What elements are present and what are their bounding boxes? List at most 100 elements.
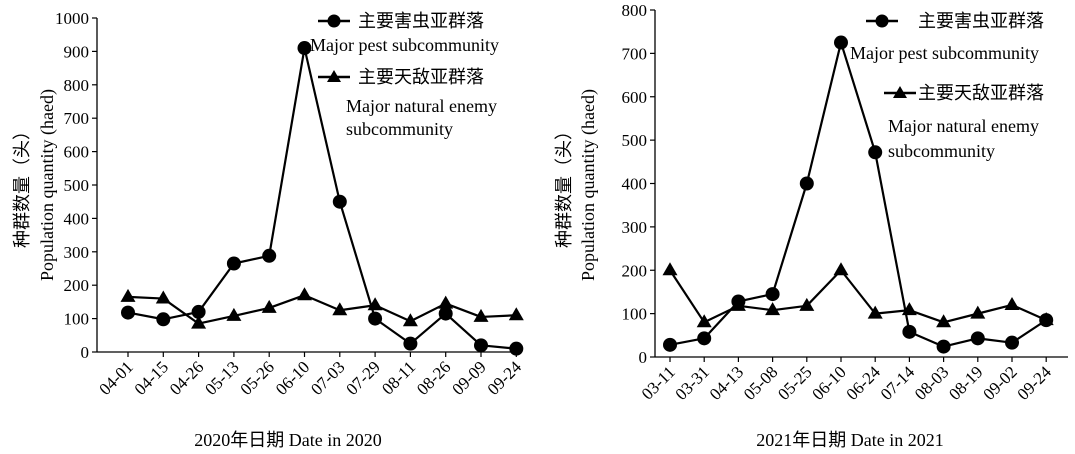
data-point-pest [474, 338, 488, 353]
data-point-pest [403, 336, 418, 351]
data-point-enemy [191, 315, 207, 329]
data-point-enemy [901, 302, 917, 316]
y-tick-label: 900 [64, 42, 90, 61]
data-point-enemy [1004, 296, 1020, 310]
y-tick-label: 800 [622, 1, 648, 20]
data-point-pest [438, 306, 453, 321]
legend-pest-label: 主要害虫亚群落 [358, 11, 484, 31]
x-tick-label: 08-19 [945, 362, 986, 403]
x-tick-label: 09-09 [448, 357, 489, 398]
data-point-enemy [297, 287, 312, 301]
data-point-enemy [261, 299, 277, 313]
data-point-pest [697, 331, 712, 346]
legend-enemy-label-en-1: Major natural enemy [346, 96, 497, 116]
legend-enemy-marker [893, 86, 907, 98]
legend-enemy-label-en-2: subcommunity [346, 119, 453, 139]
x-tick-label: 06-24 [843, 362, 885, 404]
data-point-enemy [438, 295, 454, 309]
x-tick-label: 08-03 [911, 362, 952, 403]
y-tick-label: 1000 [55, 9, 89, 28]
x-tick-label: 07-29 [342, 357, 383, 398]
data-point-pest [970, 331, 985, 346]
x-tick-label: 04-13 [706, 362, 747, 403]
data-point-pest [765, 287, 780, 302]
data-point-enemy [867, 305, 883, 319]
y-tick-label: 200 [622, 261, 648, 280]
x-tick-label: 07-14 [877, 362, 919, 404]
data-point-enemy [402, 313, 418, 327]
y-tick-label: 0 [81, 343, 90, 362]
data-point-enemy [765, 302, 781, 316]
x-tick-label: 09-24 [484, 357, 526, 399]
y-tick-label: 300 [622, 218, 648, 237]
x-tick-label: 04-01 [95, 357, 136, 398]
legend-enemy-label: 主要天敌亚群落 [358, 67, 484, 87]
y-tick-label: 300 [64, 243, 90, 262]
legend-enemy-label: 主要天敌亚群落 [918, 83, 1044, 103]
y-tick-label: 800 [64, 76, 90, 95]
data-point-pest [262, 248, 277, 263]
data-point-pest [332, 194, 347, 209]
data-point-pest [509, 341, 524, 356]
data-point-pest [663, 337, 677, 352]
data-point-enemy [473, 308, 489, 322]
y-tick-label: 0 [639, 348, 648, 367]
y-tick-label: 100 [622, 305, 648, 324]
data-point-enemy [833, 262, 849, 276]
data-point-pest [191, 304, 206, 319]
data-point-pest [902, 324, 917, 339]
x-axis-label: 2020年日期 Date in 2020 [194, 430, 381, 450]
y-tick-label: 400 [622, 175, 648, 194]
x-tick-label: 03-31 [672, 362, 713, 403]
legend-enemy-marker [327, 70, 341, 82]
x-tick-label: 07-03 [307, 357, 348, 398]
y-tick-label: 400 [64, 209, 90, 228]
data-point-enemy [799, 297, 815, 311]
data-point-enemy [155, 290, 171, 304]
data-point-pest [121, 305, 135, 320]
x-tick-label: 04-15 [131, 357, 172, 398]
data-point-enemy [662, 262, 678, 276]
data-point-pest [799, 176, 814, 191]
data-point-enemy [120, 288, 136, 302]
y-tick-label: 700 [622, 44, 648, 63]
data-point-enemy [936, 314, 952, 328]
data-point-pest [834, 35, 848, 50]
data-point-enemy [970, 305, 986, 319]
y-tick-label: 500 [64, 176, 90, 195]
y-axis-label-en: Population quantity (haed) [37, 89, 58, 281]
x-tick-label: 08-26 [413, 357, 454, 398]
y-tick-label: 200 [64, 276, 90, 295]
data-point-pest [1005, 335, 1019, 350]
y-axis-label-cn: 种群数量（头） [554, 122, 574, 248]
legend-pest-label-en: Major pest subcommunity [850, 43, 1039, 63]
x-tick-label: 09-02 [979, 362, 1020, 403]
y-tick-label: 600 [622, 88, 648, 107]
data-point-enemy [1038, 312, 1054, 326]
x-axis-label: 2021年日期 Date in 2021 [756, 430, 943, 450]
data-point-pest [297, 41, 312, 56]
data-point-enemy [367, 297, 383, 311]
y-tick-label: 100 [64, 310, 90, 329]
data-point-enemy [508, 307, 524, 321]
chart-2020: 种群数量（头） Population quantity (haed) 2020年… [12, 9, 525, 450]
legend-pest-marker [875, 14, 889, 28]
chart-2021: 种群数量（头） Population quantity (haed) 2021年… [554, 1, 1068, 450]
x-tick-label: 05-08 [740, 362, 781, 403]
data-point-pest [936, 339, 951, 354]
y-tick-label: 600 [64, 143, 90, 162]
series-line-enemy [127, 294, 517, 325]
x-tick-label: 05-25 [774, 362, 815, 403]
data-point-enemy [730, 297, 746, 311]
data-point-enemy [226, 307, 242, 321]
y-axis-label-cn: 种群数量（头） [12, 122, 32, 248]
legend-pest-marker [327, 14, 341, 28]
y-tick-label: 500 [622, 131, 648, 150]
x-tick-label: 06-10 [808, 362, 849, 403]
legend-enemy-label-en-2: subcommunity [888, 141, 995, 161]
data-point-pest [368, 311, 383, 326]
x-tick-label: 04-26 [166, 357, 207, 398]
legend-pest-label-en: Major pest subcommunity [310, 35, 499, 55]
legend-enemy-label-en-1: Major natural enemy [888, 116, 1039, 136]
